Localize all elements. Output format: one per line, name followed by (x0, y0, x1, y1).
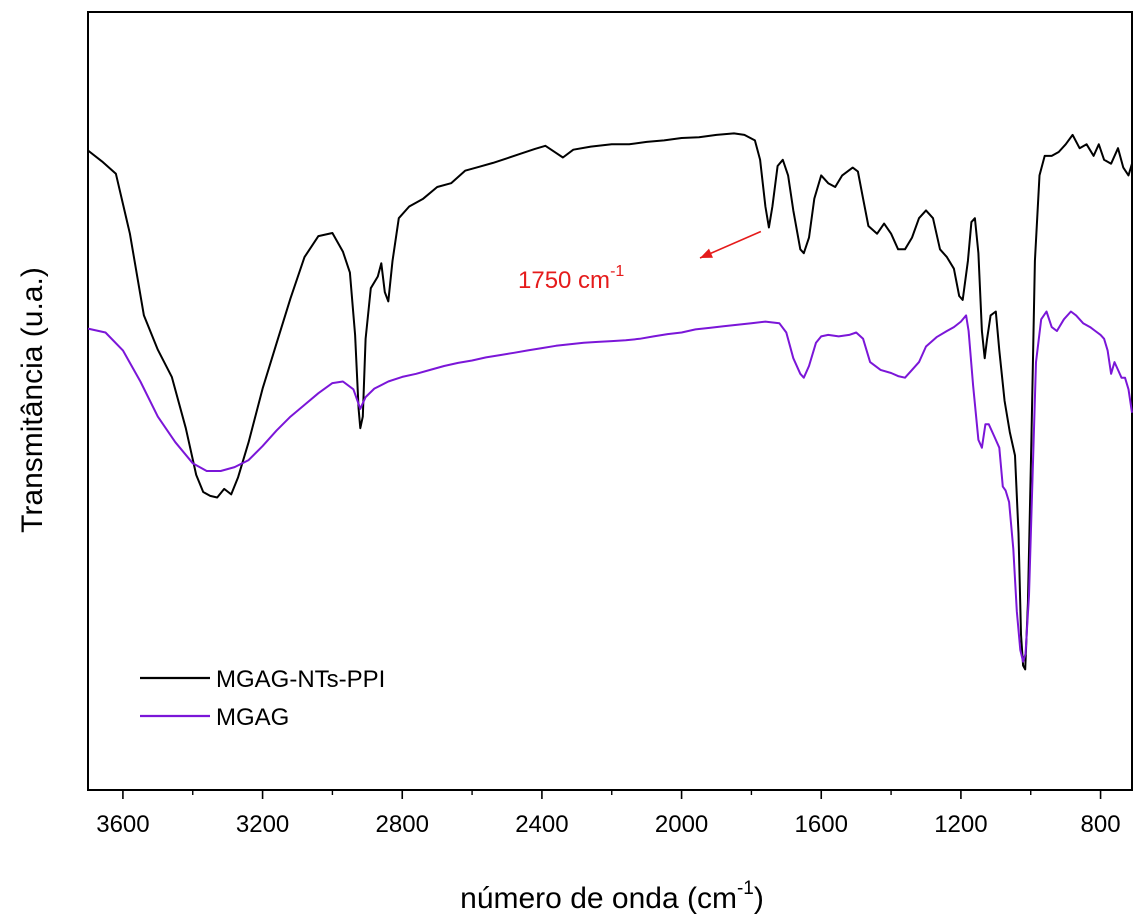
series-line-mgag-nts-ppi (87, 132, 1133, 671)
x-tick-label: 2400 (515, 811, 568, 838)
plot-frame (87, 11, 1133, 791)
annotation-arrowhead (700, 248, 713, 258)
x-axis-ticks: 3600 3200 2800 2400 2000 1600 1200 800 (96, 790, 1121, 838)
legend: MGAG-NTs-PPI MGAG (140, 666, 385, 731)
x-tick-label: 2800 (376, 811, 429, 838)
annotation-1750: 1750 cm-1 (518, 230, 762, 294)
x-tick-label: 800 (1081, 811, 1121, 838)
legend-label-mgag: MGAG (216, 704, 289, 731)
x-axis-title: número de onda (cm-1) (460, 878, 764, 915)
x-tick-label: 3600 (96, 811, 149, 838)
legend-label-mgag-nts-ppi: MGAG-NTs-PPI (216, 666, 385, 693)
x-tick-label: 1600 (795, 811, 848, 838)
annotation-label: 1750 cm-1 (518, 263, 624, 294)
series-line-mgag (87, 310, 1133, 663)
series-layer (87, 132, 1133, 671)
x-tick-label: 2000 (655, 811, 708, 838)
y-axis-title: Transmitância (u.a.) (16, 267, 49, 533)
x-tick-label: 3200 (236, 811, 289, 838)
x-tick-label: 1200 (934, 811, 987, 838)
